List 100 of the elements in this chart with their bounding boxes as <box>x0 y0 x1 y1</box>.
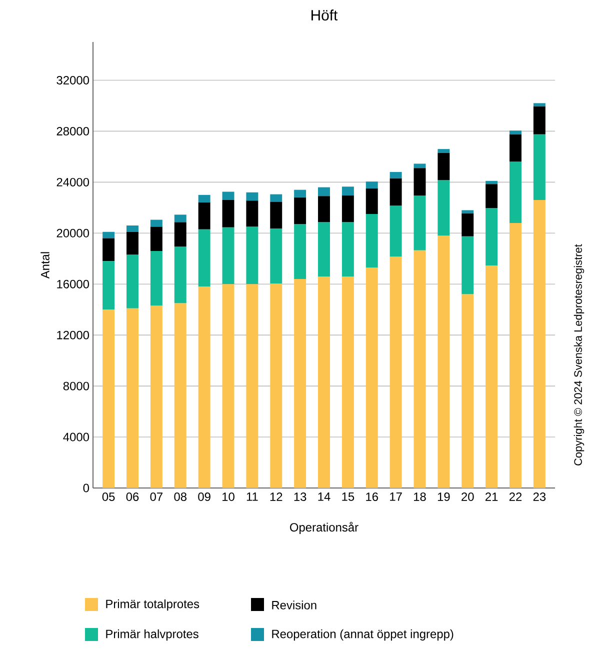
bar <box>462 213 474 236</box>
bar <box>222 227 234 284</box>
bar <box>533 200 546 488</box>
bar <box>510 130 522 134</box>
bar <box>462 210 474 214</box>
bar <box>150 250 162 306</box>
bar <box>390 172 402 178</box>
text: Copyright © 2024 Svenska Ledprotesregistret <box>574 244 584 466</box>
bar <box>510 162 522 223</box>
bar <box>126 232 138 255</box>
x-tick-label: 17 <box>390 492 402 501</box>
bar <box>198 286 210 488</box>
x-tick-label: 20 <box>462 492 474 501</box>
bar <box>102 261 115 310</box>
x-tick-label: 13 <box>294 492 306 501</box>
x-tick-label: 16 <box>366 492 378 501</box>
y-tick-label: 0 <box>83 484 90 492</box>
x-tick-label: 09 <box>198 492 210 501</box>
bar <box>102 238 115 262</box>
bar <box>414 196 426 250</box>
bar <box>318 196 330 222</box>
x-tick-label: 22 <box>509 492 522 501</box>
bar <box>222 192 234 200</box>
bar <box>294 197 306 224</box>
bar <box>533 134 546 200</box>
bar <box>342 196 354 222</box>
bar <box>222 284 234 488</box>
bar <box>366 182 378 189</box>
bar <box>486 208 498 266</box>
x-tick-label: 07 <box>150 492 162 501</box>
bar <box>414 168 426 196</box>
y-tick-label: 32000 <box>56 76 90 84</box>
bar <box>486 184 498 208</box>
bar <box>150 220 162 227</box>
y-tick-label: 20000 <box>56 228 90 238</box>
bar <box>222 200 234 228</box>
y-tick-label: 24000 <box>56 178 90 186</box>
x-tick-label: 23 <box>533 492 546 501</box>
bar <box>390 206 402 257</box>
bar <box>198 202 210 230</box>
x-tick-label: 14 <box>318 492 330 501</box>
bar <box>126 254 138 308</box>
legend-label: Primär totalprotes <box>106 599 200 611</box>
x-tick-label: 18 <box>414 492 426 501</box>
bar <box>366 214 378 268</box>
x-tick-label: 21 <box>486 492 498 501</box>
bar <box>270 283 282 488</box>
bar <box>342 222 354 276</box>
y-axis-title: Antal <box>40 252 50 279</box>
bar <box>294 224 306 280</box>
bar <box>390 256 402 488</box>
x-tick-label: 10 <box>222 492 234 501</box>
legend-label: Reoperation (annat öppet ingrepp) <box>272 629 454 641</box>
bar <box>246 284 258 488</box>
bar <box>318 276 330 488</box>
bar <box>510 134 522 162</box>
x-tick-label: 06 <box>126 492 139 501</box>
bar <box>366 188 378 214</box>
bar <box>174 303 186 488</box>
legend-label: Primär halvprotes <box>106 629 198 641</box>
bar <box>438 180 450 236</box>
bar <box>270 202 282 229</box>
bar <box>246 200 258 227</box>
bar <box>318 187 330 196</box>
bar <box>126 225 138 232</box>
y-tick-label: 12000 <box>57 330 90 340</box>
y-tick-label: 16000 <box>57 280 90 288</box>
bar <box>150 226 162 251</box>
bar <box>438 236 450 488</box>
x-tick-label: 05 <box>102 492 115 501</box>
bar <box>126 308 138 488</box>
y-tick-label: 4000 <box>63 432 90 442</box>
bar <box>414 164 426 168</box>
bar <box>174 246 186 304</box>
bar <box>174 222 186 247</box>
bar <box>294 190 306 198</box>
bar <box>438 152 450 180</box>
bar <box>462 236 474 294</box>
bar <box>390 178 402 206</box>
bar <box>294 279 306 488</box>
legend-label: Revision <box>272 600 316 610</box>
bar <box>486 180 498 184</box>
chart-title: Höft <box>312 10 338 20</box>
bar <box>486 266 498 488</box>
bar <box>246 192 258 201</box>
bar <box>270 194 282 202</box>
bar <box>366 268 378 488</box>
bar <box>462 294 474 488</box>
bar <box>246 226 258 284</box>
x-tick-label: 08 <box>174 492 186 501</box>
bar <box>198 194 210 203</box>
bar <box>102 232 115 238</box>
y-tick-label: 8000 <box>63 382 90 390</box>
bar <box>318 222 330 276</box>
bar <box>438 149 450 153</box>
bar <box>533 103 546 106</box>
bar <box>533 106 546 134</box>
bar <box>342 186 354 196</box>
bar <box>270 228 282 284</box>
x-tick-label: 19 <box>438 492 450 501</box>
